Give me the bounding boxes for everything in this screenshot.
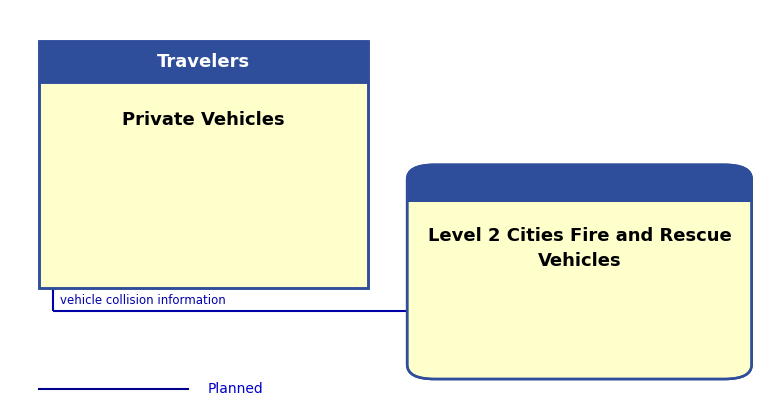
FancyBboxPatch shape — [407, 181, 752, 202]
FancyBboxPatch shape — [407, 165, 752, 379]
Text: Planned: Planned — [207, 382, 263, 396]
Text: Travelers: Travelers — [157, 53, 250, 71]
FancyBboxPatch shape — [39, 82, 368, 288]
FancyBboxPatch shape — [39, 41, 368, 82]
FancyBboxPatch shape — [407, 165, 752, 202]
Text: Private Vehicles: Private Vehicles — [122, 111, 285, 129]
Text: Level 2 Cities Fire and Rescue
Vehicles: Level 2 Cities Fire and Rescue Vehicles — [428, 227, 731, 269]
Text: vehicle collision information: vehicle collision information — [60, 294, 226, 307]
